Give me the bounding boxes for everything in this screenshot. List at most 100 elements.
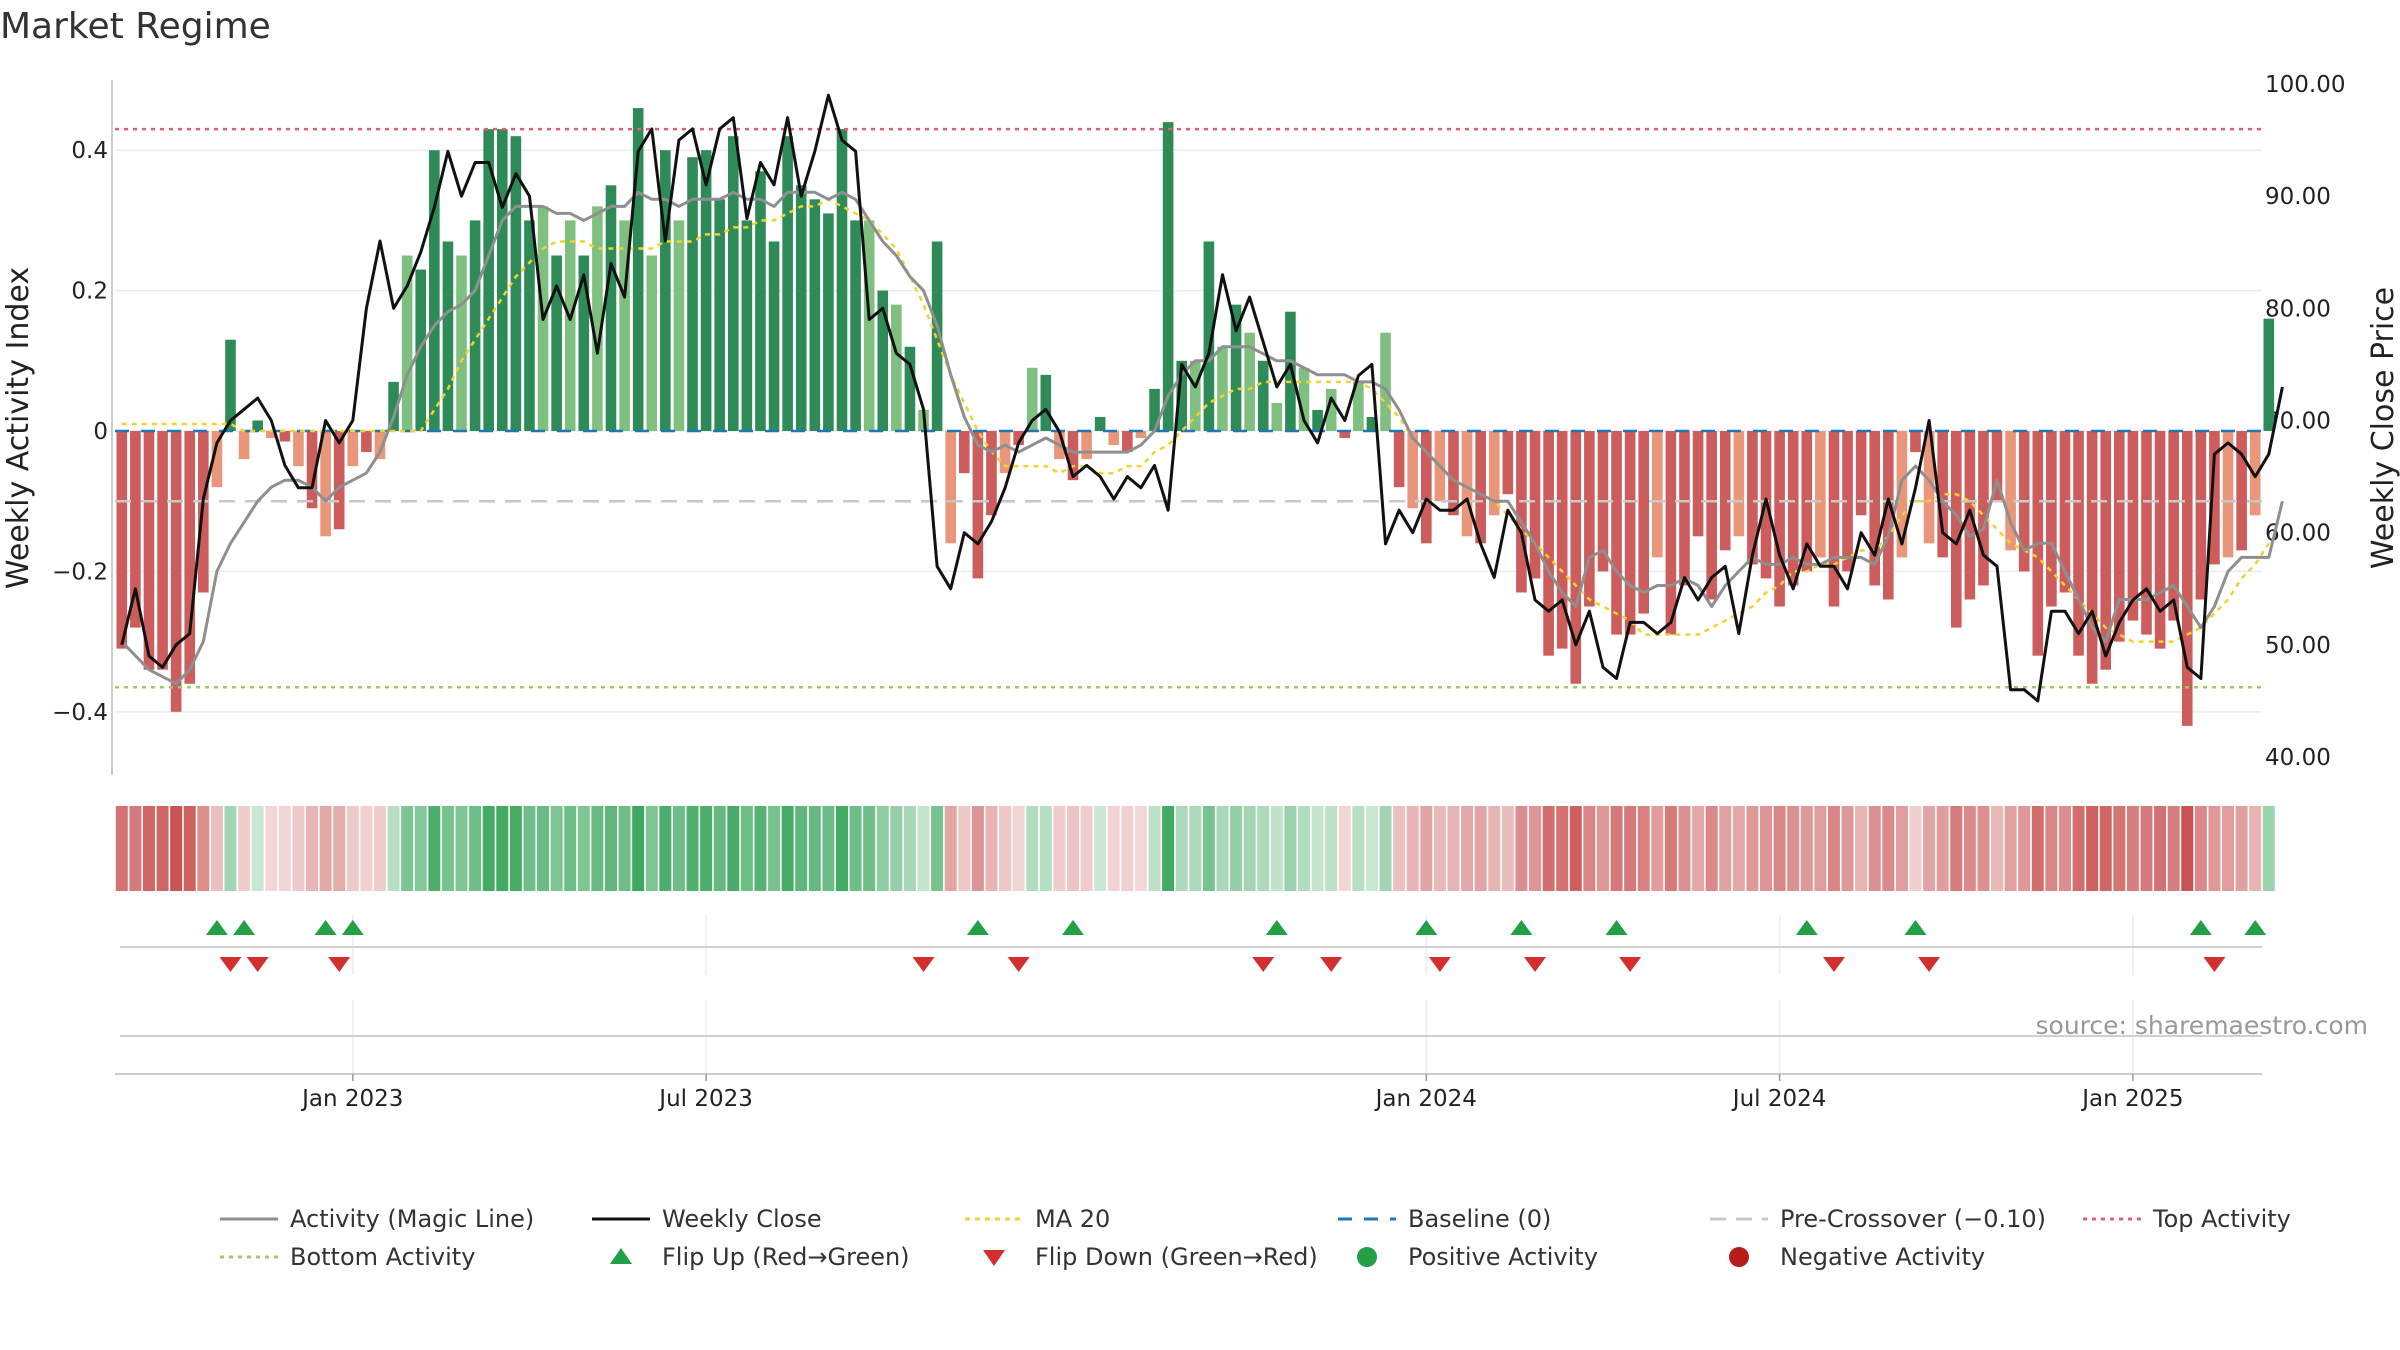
activity-bar [320, 431, 331, 537]
activity-bar [2168, 431, 2179, 621]
flip-down-marker [219, 957, 242, 972]
regime-cell [1705, 806, 1718, 891]
activity-bar [945, 431, 956, 544]
activity-bar [388, 381, 399, 432]
activity-bar [1950, 431, 1962, 628]
activity-bar [1719, 431, 1731, 551]
activity-bar [1475, 431, 1486, 544]
regime-cell [2045, 806, 2058, 891]
activity-bar [469, 220, 481, 432]
activity-bar [1828, 431, 1840, 607]
activity-bar [1339, 431, 1351, 439]
activity-bar [415, 269, 427, 432]
activity-bar [1135, 431, 1147, 439]
regime-cell [1950, 806, 1963, 891]
flip-up-marker [1061, 920, 1084, 935]
activity-bar [347, 431, 359, 467]
legend-label: Flip Up (Red→Green) [662, 1243, 910, 1271]
regime-cell [1461, 806, 1474, 891]
activity-bar [2249, 431, 2261, 516]
legend-label: Activity (Magic Line) [290, 1205, 534, 1233]
activity-bar [1189, 360, 1201, 432]
regime-cell [319, 806, 332, 891]
activity-bar [1842, 431, 1853, 572]
activity-bar [2046, 431, 2057, 607]
activity-bar [170, 431, 182, 712]
regime-cell [1542, 806, 1555, 891]
activity-bar [211, 431, 223, 488]
regime-cell [985, 806, 998, 891]
activity-bar [1502, 431, 1514, 495]
activity-bar [429, 150, 440, 432]
regime-cell [740, 806, 753, 891]
activity-bar [1543, 431, 1554, 656]
regime-cell [509, 806, 522, 891]
regime-cell [1664, 806, 1677, 891]
activity-bar [1883, 431, 1894, 600]
activity-bar [1584, 431, 1595, 607]
activity-bar [1896, 431, 1908, 558]
activity-bar [632, 108, 644, 432]
activity-bar [306, 431, 318, 509]
flip-up-marker [1265, 920, 1288, 935]
regime-cell [1053, 806, 1066, 891]
activity-bar [714, 199, 725, 432]
activity-bar [795, 185, 807, 432]
regime-cell [441, 806, 454, 891]
regime-cell [822, 806, 835, 891]
activity-bar [1855, 431, 1867, 516]
regime-cell [2099, 806, 2112, 891]
regime-cell [564, 806, 577, 891]
activity-bar [1665, 431, 1677, 635]
activity-bar [660, 150, 671, 432]
x-tick-label: Jul 2023 [657, 1086, 753, 1112]
activity-bar [1312, 409, 1323, 432]
regime-cell [2235, 806, 2248, 891]
y-right-tick-label: 90.00 [2265, 184, 2331, 210]
regime-cell [129, 806, 142, 891]
regime-cell [401, 806, 414, 891]
regime-cell [115, 806, 128, 891]
regime-cell [2249, 806, 2262, 891]
flip-down-marker [1822, 957, 1845, 972]
regime-cell [795, 806, 808, 891]
regime-cell [618, 806, 631, 891]
activity-bar [1094, 416, 1106, 432]
activity-bar [2181, 431, 2193, 726]
activity-bar [1421, 431, 1432, 544]
main-panel: 0.40.20−0.2−0.4100.0090.0080.0070.0060.0… [1, 72, 2400, 775]
regime-cell [1841, 806, 1854, 891]
regime-cell [1936, 806, 1949, 891]
regime-cell [835, 806, 848, 891]
x-tick-label: Jan 2024 [1374, 1086, 1477, 1112]
flip-up-marker [2244, 920, 2267, 935]
legend-label: MA 20 [1035, 1205, 1110, 1233]
activity-bar [2222, 431, 2234, 558]
y-right-tick-label: 80.00 [2265, 296, 2331, 322]
regime-cell [1406, 806, 1419, 891]
activity-bar [958, 431, 970, 474]
flip-down-marker [328, 957, 351, 972]
regime-cell [2222, 806, 2235, 891]
activity-bar [293, 431, 304, 467]
activity-bar [483, 129, 494, 432]
regime-cell [890, 806, 903, 891]
activity-bar [1285, 311, 1296, 432]
regime-cell [1298, 806, 1310, 891]
flip-down-marker [1252, 957, 1275, 972]
activity-bar [755, 171, 766, 432]
regime-cell [1257, 806, 1270, 891]
activity-bar [1353, 381, 1364, 432]
activity-bar [1230, 304, 1242, 432]
x-axis: Jan 2023 Jul 2023 Jan 2024 Jul 2024 Jan 2025… [115, 1073, 2262, 1112]
flip-down-marker [1428, 957, 1451, 972]
regime-cell [1067, 806, 1079, 891]
activity-bar [1978, 431, 1989, 586]
activity-bar [605, 185, 617, 432]
legend-label: Flip Down (Green→Red) [1035, 1243, 1318, 1271]
flip-up-marker [314, 920, 337, 935]
regime-strip [115, 806, 2275, 891]
activity-bar [1176, 360, 1188, 432]
activity-bar [225, 339, 236, 432]
legend-swatch [983, 1250, 1005, 1266]
